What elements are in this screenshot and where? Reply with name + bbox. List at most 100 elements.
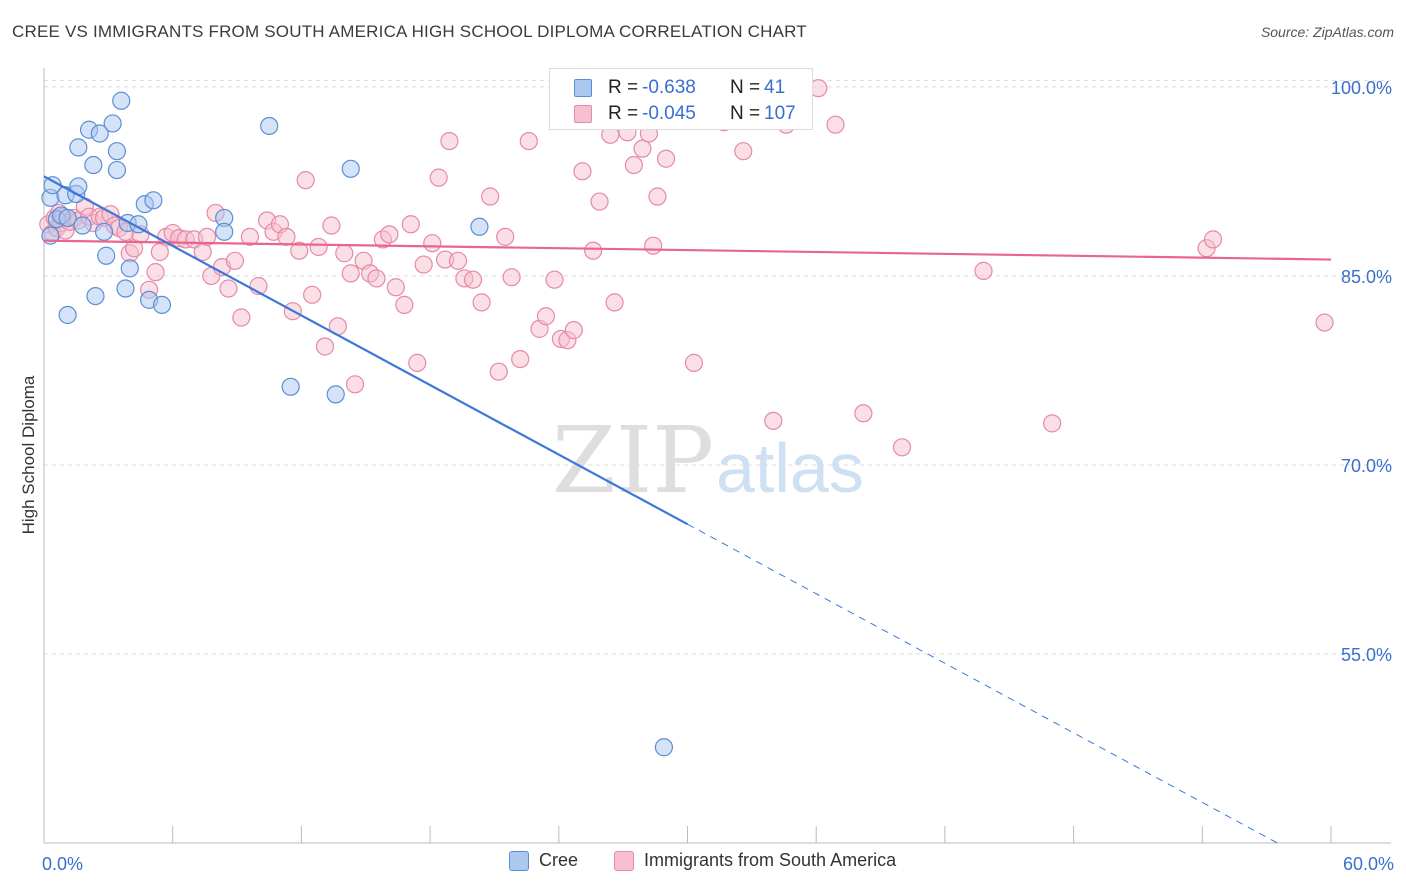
imm-point — [150, 242, 169, 262]
imm-point — [277, 227, 296, 246]
x-tick-label-min: 0.0% — [42, 854, 83, 874]
cree-point — [112, 91, 131, 110]
imm-point — [545, 270, 564, 289]
y-tick-label: 85.0% — [1341, 267, 1392, 287]
trendlines — [43, 175, 1332, 844]
imm-point — [463, 270, 483, 289]
imm-point — [584, 241, 603, 260]
cree-point — [107, 142, 127, 161]
watermark-zip: ZIP — [552, 407, 714, 514]
imm-point — [826, 115, 845, 134]
imm-r-label: R = — [608, 103, 639, 124]
imm-point — [315, 337, 335, 356]
imm-point — [892, 438, 912, 457]
imm-point — [440, 131, 459, 151]
cree-point — [120, 259, 139, 278]
imm-point — [448, 251, 468, 270]
imm-point — [296, 171, 315, 190]
legend-swatch-imm — [614, 850, 634, 871]
y-axis-label: High School Diploma — [19, 375, 38, 534]
cree-point — [152, 295, 172, 315]
cree-point — [94, 222, 114, 241]
legend-label-imm: Immigrants from South America — [644, 850, 897, 870]
legend-item-imm[interactable]: Immigrants from South America — [614, 850, 896, 871]
imm-point — [408, 353, 427, 372]
imm-point — [423, 234, 442, 253]
imm-point — [232, 308, 251, 327]
imm-point — [684, 353, 704, 372]
cree-point — [654, 738, 674, 757]
imm-point — [225, 251, 245, 270]
legend-label-cree: Cree — [539, 850, 579, 870]
cree-n-value: 41 — [764, 77, 786, 98]
cree-point — [103, 114, 122, 133]
imm-point — [290, 241, 309, 260]
imm-point — [395, 295, 414, 315]
imm-point — [536, 307, 556, 326]
cree-point — [470, 217, 489, 236]
watermark-atlas: atlas — [716, 429, 864, 507]
imm-point — [481, 187, 500, 206]
imm-n-label: N = — [730, 103, 761, 124]
y-tick-label: 70.0% — [1341, 456, 1392, 476]
imm-point — [502, 268, 521, 287]
y-tick-label: 100.0% — [1331, 78, 1392, 98]
cree-point — [58, 208, 77, 228]
stats-row-imm: R = -0.045 N = 107 — [550, 101, 814, 127]
imm-point — [644, 236, 663, 255]
cree-point — [326, 385, 345, 404]
imm-point — [656, 149, 676, 168]
imm-point — [303, 285, 322, 304]
cree-n-label: N = — [730, 77, 761, 98]
cree-point — [341, 159, 360, 178]
imm-swatch — [574, 105, 592, 123]
cree-point — [260, 116, 279, 136]
imm-point — [1315, 313, 1334, 332]
x-tick-label-max: 60.0% — [1343, 854, 1394, 874]
gridlines — [44, 80, 1391, 655]
imm-point — [624, 155, 643, 175]
cree-point — [90, 124, 109, 143]
cree-point — [281, 377, 300, 396]
cree-point — [84, 155, 103, 175]
imm-point — [345, 375, 365, 394]
cree-point — [97, 246, 116, 265]
imm-point — [146, 263, 165, 282]
cree-point — [107, 160, 127, 180]
imm-point — [1043, 414, 1062, 433]
imm-point — [401, 215, 420, 234]
imm-point — [386, 278, 405, 297]
cree-r-value: -0.638 — [642, 77, 696, 98]
cree-point — [86, 286, 105, 306]
imm-point — [974, 261, 993, 280]
stats-row-cree: R = -0.638 N = 41 — [550, 75, 814, 101]
stats-box: R = -0.638 N = 41 R = -0.045 N = 107 — [549, 68, 813, 130]
cree-swatch — [574, 79, 592, 97]
cree-point — [116, 279, 135, 298]
cree-r-label: R = — [608, 77, 639, 98]
imm-point — [367, 269, 386, 288]
cree-point — [58, 305, 77, 325]
imm-point — [489, 362, 508, 381]
imm-point — [648, 187, 667, 206]
legend-item-cree[interactable]: Cree — [509, 850, 578, 871]
imm-point — [734, 142, 753, 161]
legend-swatch-cree — [509, 850, 529, 871]
imm-point — [590, 192, 609, 211]
imm-point — [309, 237, 328, 257]
cree-point — [73, 216, 92, 235]
imm-point — [197, 227, 217, 246]
cree-trendline-extension — [687, 523, 1278, 844]
imm-point — [322, 216, 341, 235]
imm-point — [764, 411, 783, 430]
imm-point — [564, 321, 583, 340]
imm-trendline — [43, 239, 1332, 261]
imm-point — [429, 168, 448, 187]
imm-point — [219, 279, 238, 298]
chart-title: CREE VS IMMIGRANTS FROM SOUTH AMERICA HI… — [12, 22, 807, 41]
imm-point — [573, 162, 592, 181]
imm-point — [414, 255, 433, 274]
imm-point — [496, 227, 515, 246]
tick-labels: 55.0% 70.0% 85.0% 100.0% 0.0% 60.0% — [42, 78, 1394, 874]
